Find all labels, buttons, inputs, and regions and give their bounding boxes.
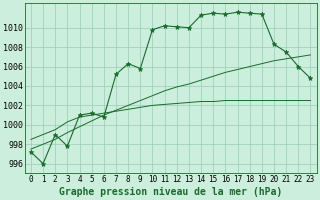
X-axis label: Graphe pression niveau de la mer (hPa): Graphe pression niveau de la mer (hPa) [59,186,282,197]
